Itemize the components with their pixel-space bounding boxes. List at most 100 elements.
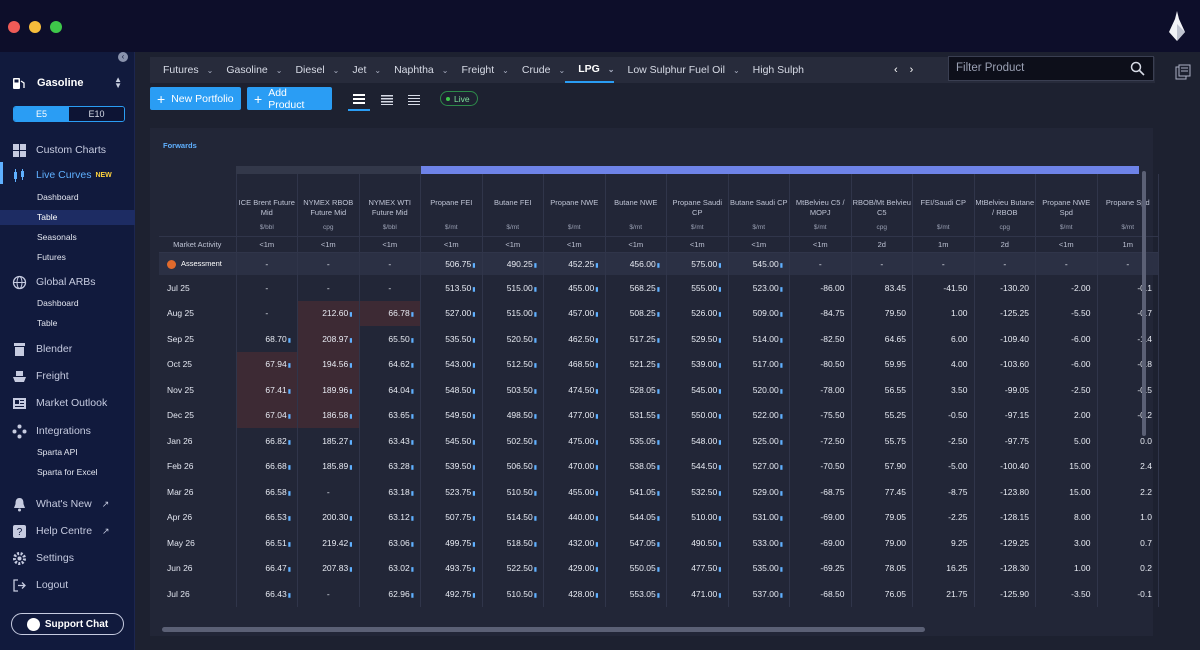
mini-chart-icon[interactable]: ▮ bbox=[472, 516, 476, 523]
table-cell[interactable]: 189.96▮ bbox=[297, 377, 360, 403]
mini-chart-icon[interactable]: ▮ bbox=[595, 312, 599, 319]
table-cell[interactable]: 63.06▮ bbox=[359, 530, 421, 556]
mini-chart-icon[interactable]: ▮ bbox=[718, 262, 722, 269]
column-header[interactable]: RBOB/Mt Belvieu C5 bbox=[851, 174, 913, 224]
table-cell[interactable]: 523.75▮ bbox=[420, 479, 483, 505]
sidebar-item-settings[interactable]: Settings bbox=[0, 549, 135, 567]
table-cell[interactable]: 520.00▮ bbox=[728, 377, 790, 403]
table-cell[interactable]: 503.50▮ bbox=[482, 377, 544, 403]
table-cell[interactable]: -2.25 bbox=[912, 504, 975, 530]
table-cell[interactable]: -130.20 bbox=[974, 275, 1036, 301]
table-cell[interactable]: 455.00▮ bbox=[543, 479, 606, 505]
mini-chart-icon[interactable]: ▮ bbox=[718, 465, 722, 472]
table-cell[interactable]: 3.00 bbox=[1035, 530, 1098, 556]
expanded-view-button[interactable] bbox=[403, 89, 425, 111]
table-cell[interactable]: 9.25 bbox=[912, 530, 975, 556]
table-cell[interactable]: 186.58▮ bbox=[297, 402, 360, 428]
mini-chart-icon[interactable]: ▮ bbox=[718, 490, 722, 497]
tab-gasoline[interactable]: Gasoline ⌄ bbox=[213, 57, 282, 83]
mini-chart-icon[interactable]: ▮ bbox=[349, 414, 353, 421]
table-cell[interactable]: 541.05▮ bbox=[605, 479, 667, 505]
mini-chart-icon[interactable]: ▮ bbox=[287, 567, 291, 574]
mini-chart-icon[interactable]: ▮ bbox=[656, 465, 660, 472]
mini-chart-icon[interactable]: ▮ bbox=[595, 592, 599, 599]
sidebar-sub-arbs-table[interactable]: Table bbox=[37, 318, 58, 328]
table-cell[interactable]: 568.25▮ bbox=[605, 275, 667, 301]
mini-chart-icon[interactable]: ▮ bbox=[410, 312, 414, 319]
table-cell[interactable]: 499.75▮ bbox=[420, 530, 483, 556]
table-cell[interactable]: 547.05▮ bbox=[605, 530, 667, 556]
table-cell[interactable]: 79.50 bbox=[851, 300, 913, 326]
tab-low-sulphur-fuel-oil[interactable]: Low Sulphur Fuel Oil ⌄ bbox=[614, 57, 739, 83]
sidebar-sub-table[interactable]: Table bbox=[0, 210, 135, 225]
table-cell[interactable]: -70.50 bbox=[789, 453, 852, 479]
mini-chart-icon[interactable]: ▮ bbox=[472, 541, 476, 548]
mini-chart-icon[interactable]: ▮ bbox=[656, 592, 660, 599]
table-cell[interactable]: 68.70▮ bbox=[236, 326, 298, 352]
column-header[interactable]: ICE Brent Future Mid bbox=[236, 174, 298, 224]
table-cell[interactable]: 548.50▮ bbox=[420, 377, 483, 403]
mini-chart-icon[interactable]: ▮ bbox=[656, 414, 660, 421]
table-cell[interactable]: 5.00 bbox=[1035, 428, 1098, 454]
table-cell[interactable]: 200.30▮ bbox=[297, 504, 360, 530]
tab-jet[interactable]: Jet ⌄ bbox=[339, 57, 381, 83]
close-window-button[interactable] bbox=[8, 21, 20, 33]
table-cell[interactable]: 544.05▮ bbox=[605, 504, 667, 530]
table-cell[interactable]: 535.05▮ bbox=[605, 428, 667, 454]
column-header[interactable]: Butane NWE bbox=[605, 174, 667, 224]
table-cell[interactable]: -128.15 bbox=[974, 504, 1036, 530]
table-cell[interactable]: 508.25▮ bbox=[605, 300, 667, 326]
table-cell[interactable]: -1.4 bbox=[1097, 326, 1159, 352]
table-cell[interactable]: - bbox=[236, 252, 298, 275]
table-cell[interactable]: - bbox=[1097, 252, 1159, 275]
mini-chart-icon[interactable]: ▮ bbox=[410, 516, 414, 523]
mini-chart-icon[interactable]: ▮ bbox=[656, 312, 660, 319]
table-cell[interactable]: 66.82▮ bbox=[236, 428, 298, 454]
table-cell[interactable]: 474.50▮ bbox=[543, 377, 606, 403]
mini-chart-icon[interactable]: ▮ bbox=[287, 439, 291, 446]
mini-chart-icon[interactable]: ▮ bbox=[533, 567, 537, 574]
table-cell[interactable]: 528.05▮ bbox=[605, 377, 667, 403]
mini-chart-icon[interactable]: ▮ bbox=[656, 567, 660, 574]
column-header[interactable]: Propane Saudi CP bbox=[666, 174, 729, 224]
sidebar-sub-sparta-excel[interactable]: Sparta for Excel bbox=[37, 467, 98, 477]
table-cell[interactable]: 535.00▮ bbox=[728, 555, 790, 581]
table-cell[interactable]: -0.5 bbox=[1097, 377, 1159, 403]
table-cell[interactable]: 219.42▮ bbox=[297, 530, 360, 556]
mini-chart-icon[interactable]: ▮ bbox=[533, 388, 537, 395]
tab-lpg[interactable]: LPG ⌄ bbox=[565, 57, 615, 83]
table-cell[interactable]: - bbox=[851, 252, 913, 275]
table-cell[interactable]: 532.50▮ bbox=[666, 479, 729, 505]
mini-chart-icon[interactable]: ▮ bbox=[349, 567, 353, 574]
table-cell[interactable]: 548.00▮ bbox=[666, 428, 729, 454]
mini-chart-icon[interactable]: ▮ bbox=[287, 388, 291, 395]
table-cell[interactable]: -128.30 bbox=[974, 555, 1036, 581]
table-cell[interactable]: 531.00▮ bbox=[728, 504, 790, 530]
table-cell[interactable]: 440.00▮ bbox=[543, 504, 606, 530]
table-cell[interactable]: 475.00▮ bbox=[543, 428, 606, 454]
table-cell[interactable]: 63.12▮ bbox=[359, 504, 421, 530]
table-cell[interactable]: 64.04▮ bbox=[359, 377, 421, 403]
sidebar-item-whats-new[interactable]: What's New ↗ bbox=[0, 495, 135, 513]
table-cell[interactable]: 515.00▮ bbox=[482, 275, 544, 301]
vertical-scrollbar[interactable] bbox=[1142, 171, 1146, 436]
mini-chart-icon[interactable]: ▮ bbox=[595, 388, 599, 395]
mini-chart-icon[interactable]: ▮ bbox=[472, 490, 476, 497]
mini-chart-icon[interactable]: ▮ bbox=[287, 516, 291, 523]
table-cell[interactable]: 64.62▮ bbox=[359, 351, 421, 377]
table-cell[interactable]: 510.50▮ bbox=[482, 479, 544, 505]
table-cell[interactable]: -2.50 bbox=[912, 428, 975, 454]
table-cell[interactable]: 63.28▮ bbox=[359, 453, 421, 479]
table-cell[interactable]: 2.4 bbox=[1097, 453, 1159, 479]
mini-chart-icon[interactable]: ▮ bbox=[779, 516, 783, 523]
table-cell[interactable]: 510.00▮ bbox=[666, 504, 729, 530]
table-cell[interactable]: 531.55▮ bbox=[605, 402, 667, 428]
table-cell[interactable]: 185.89▮ bbox=[297, 453, 360, 479]
table-cell[interactable]: 67.04▮ bbox=[236, 402, 298, 428]
table-cell[interactable]: -2.50 bbox=[1035, 377, 1098, 403]
mini-chart-icon[interactable]: ▮ bbox=[718, 541, 722, 548]
chevron-right-icon[interactable]: › bbox=[909, 64, 914, 76]
table-cell[interactable]: 457.00▮ bbox=[543, 300, 606, 326]
table-cell[interactable]: -82.50 bbox=[789, 326, 852, 352]
table-cell[interactable]: -0.7 bbox=[1097, 300, 1159, 326]
